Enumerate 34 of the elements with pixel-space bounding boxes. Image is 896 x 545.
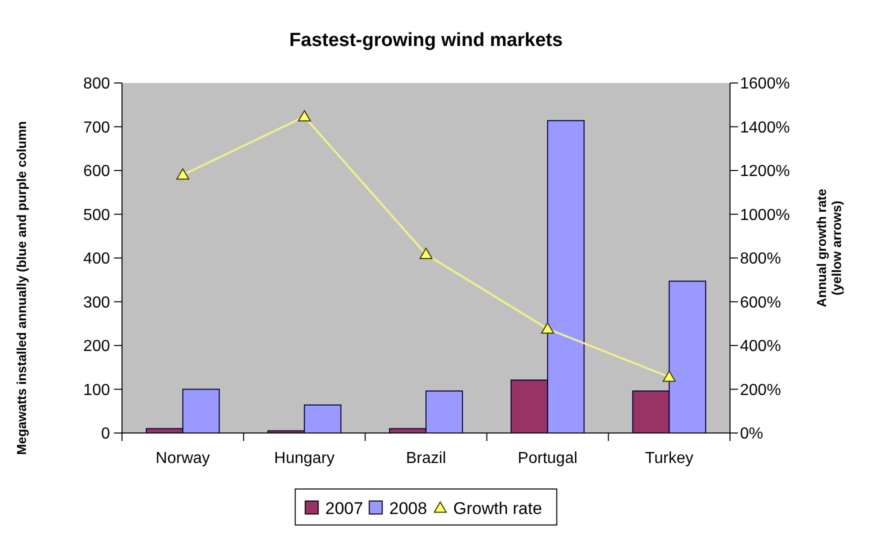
y2-tick-label: 600%	[740, 294, 781, 312]
y2-tick-label: 400%	[740, 338, 781, 356]
y2-tick-label: 1600%	[740, 76, 790, 93]
y-tick-label: 300	[83, 294, 110, 312]
y2-tick-label: 1200%	[740, 163, 790, 180]
y-tick-label: 700	[83, 119, 110, 136]
point	[662, 370, 676, 382]
chart-title: Fastest-growing wind markets	[289, 30, 563, 51]
y-tick-label: 500	[83, 206, 110, 224]
x-tick-label: Hungary	[274, 450, 335, 467]
x-tick-label: Turkey	[645, 450, 694, 467]
y2-tick-label: 0%	[740, 426, 764, 443]
y-tick-label: 0	[101, 426, 110, 443]
y-tick-label: 400	[83, 250, 110, 268]
legend-label: 2008	[389, 498, 428, 518]
y-tick-label: 100	[83, 382, 110, 399]
legend-label: 2007	[325, 498, 364, 518]
x-tick-label: Brazil	[406, 450, 446, 467]
y-tick-label: 800	[83, 76, 110, 93]
y-tick-label: 600	[83, 163, 110, 180]
x-tick-label: Norway	[156, 450, 210, 467]
y2-tick-label: 1400%	[740, 119, 790, 136]
legend-label: Growth rate	[453, 498, 542, 518]
y2-tick-label: 200%	[740, 382, 781, 399]
y-tick-label: 200	[83, 338, 110, 356]
point	[541, 322, 554, 334]
y-axis-title: Megawatts installed annually (blue and purple column	[14, 121, 29, 455]
y2-tick-label: 1000%	[740, 206, 790, 224]
x-tick-label: Portugal	[518, 450, 578, 467]
y2-axis-title: Annual growth rate (yellow arrows)	[814, 188, 844, 308]
y2-tick-label: 800%	[740, 250, 781, 268]
point	[298, 110, 311, 122]
point	[176, 168, 190, 180]
point	[420, 248, 432, 259]
